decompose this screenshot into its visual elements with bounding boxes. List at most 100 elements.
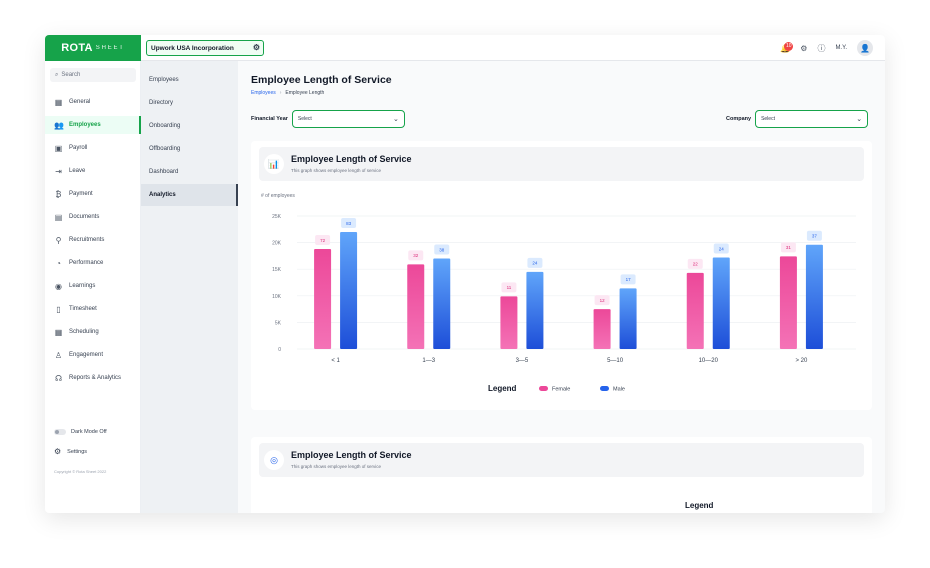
search-input[interactable]: ⌕ Search	[50, 68, 136, 82]
sidebar-item-label: Learnings	[69, 283, 96, 289]
sidebar-item-general[interactable]: ▦ General	[45, 93, 141, 111]
main-content: Employee Length of Service Employees › E…	[238, 61, 885, 513]
sidebar-item-label: Payment	[69, 191, 93, 197]
data-label: 31	[786, 245, 792, 250]
breadcrumb-link-employees[interactable]: Employees	[251, 90, 276, 96]
data-label: 11	[507, 285, 512, 290]
top-right-actions: 🔔 10 ⚙ ⓘ M.Y. 👤	[780, 40, 873, 56]
x-tick-label: > 20	[795, 358, 808, 364]
breadcrumb: Employees › Employee Length	[251, 90, 324, 96]
sidebar-item-employees[interactable]: 👥 Employees	[45, 116, 141, 134]
settings-label: Settings	[67, 448, 88, 455]
gear-icon: ⚙	[252, 43, 260, 52]
sidebar-item-payroll[interactable]: ▣ Payroll	[45, 139, 141, 157]
company-label: Company	[726, 116, 752, 122]
subnav-item-analytics[interactable]: Analytics	[141, 184, 238, 206]
sidebar-item-documents[interactable]: ▤ Documents	[45, 208, 141, 226]
sidebar-item-label: Payroll	[69, 145, 88, 151]
male-bar	[340, 231, 358, 349]
male-bar	[526, 271, 544, 349]
y-tick-label: 5K	[275, 320, 282, 326]
chart-card: 📊 Employee Length of Service This graph …	[251, 141, 872, 410]
gear-icon: ⚙	[54, 447, 62, 456]
legend-swatch-female	[539, 386, 548, 391]
page-title: Employee Length of Service	[251, 74, 392, 86]
sidebar-item-recruitments[interactable]: ⚲ Recruitments	[45, 231, 141, 249]
sidebar-item-label: Performance	[69, 260, 104, 266]
sidebar-item-label: Leave	[69, 168, 86, 174]
toggle-switch[interactable]	[54, 429, 66, 435]
reports-icon: ☊	[54, 373, 63, 383]
data-label-pill	[620, 274, 636, 285]
card-subtitle: This graph shows employee length of serv…	[291, 168, 382, 173]
sidebar-item-label: Documents	[69, 214, 100, 220]
avatar[interactable]: 👤	[857, 40, 873, 56]
settings-gear-icon[interactable]: ⚙	[800, 43, 808, 53]
x-tick-label: < 1	[331, 358, 340, 364]
financial-year-filter: Financial Year Select ⌄	[251, 109, 405, 129]
sidebar-item-label: Timesheet	[69, 306, 97, 312]
chart-card-2: ◎ Employee Length of Service This graph …	[251, 437, 872, 513]
data-label-pill	[501, 282, 517, 293]
chevron-down-icon: ⌄	[393, 116, 399, 123]
data-label-pill	[806, 230, 822, 241]
notification-button[interactable]: 🔔 10	[780, 41, 794, 53]
data-label-pill	[408, 250, 424, 261]
company-filter: Company Select ⌄	[726, 109, 869, 129]
company-select[interactable]: Select ⌄	[755, 110, 869, 128]
financial-year-select[interactable]: Select ⌄	[291, 110, 405, 128]
sidebar-item-label: Engagement	[69, 352, 104, 358]
subnav-item-dashboard[interactable]: Dashboard	[149, 169, 179, 175]
female-bar	[686, 272, 704, 349]
sidebar-item-payment[interactable]: ₿ Payment	[45, 185, 141, 203]
subnav-item-onboarding[interactable]: Onboarding	[149, 123, 181, 129]
data-label: 12	[600, 298, 606, 303]
sidebar-item-performance[interactable]: ◔ Performance	[45, 254, 141, 272]
sidebar-item-leave[interactable]: ⇥ Leave	[45, 162, 141, 180]
subnav-item-directory[interactable]: Directory	[149, 100, 174, 106]
data-label-pill	[594, 295, 610, 306]
company-selector-button[interactable]: Upwork USA Incorporation ⚙	[146, 40, 264, 56]
data-label: 38	[439, 247, 445, 252]
sidebar-item-learnings[interactable]: ◉ Learnings	[45, 277, 141, 295]
data-label: 37	[812, 234, 818, 239]
data-label: 72	[320, 238, 326, 243]
exit-icon: ⇥	[55, 166, 62, 176]
data-label: 83	[346, 221, 352, 226]
learning-icon: ◉	[55, 281, 62, 291]
performance-icon: ◔	[56, 258, 61, 268]
male-bar	[619, 288, 637, 349]
logo[interactable]: ROTA SHEET	[45, 35, 141, 61]
male-bar	[805, 244, 823, 349]
x-tick-label: 10—20	[699, 358, 719, 364]
x-tick-label: 5—10	[607, 358, 624, 364]
bar-chart-icon: 📊	[264, 154, 284, 174]
subnav-item-employees[interactable]: Employees	[149, 77, 179, 83]
dark-mode-toggle[interactable]: Dark Mode Off	[54, 429, 107, 435]
card-subtitle: This graph shows employee length of serv…	[291, 464, 382, 469]
search-icon: ⌕	[55, 71, 59, 78]
financial-year-label: Financial Year	[251, 116, 288, 122]
legend-label-female: Female	[552, 387, 570, 393]
chevron-down-icon: ⌄	[856, 116, 863, 123]
sidebar-item-label: Reports & Analytics	[69, 375, 122, 381]
data-label: 17	[626, 277, 632, 282]
sidebar-item-reports-analytics[interactable]: ☊ Reports & Analytics	[45, 369, 141, 387]
female-bar	[500, 296, 518, 349]
female-bar	[593, 309, 611, 349]
sidebar-item-timesheet[interactable]: ▯ Timesheet	[45, 300, 141, 318]
card-title: Employee Length of Service	[291, 450, 412, 460]
sidebar-item-engagement[interactable]: ♙ Engagement	[45, 346, 141, 364]
help-icon[interactable]: ⓘ	[817, 43, 826, 53]
sidebar-item-scheduling[interactable]: ▦ Scheduling	[45, 323, 141, 341]
sidebar-item-settings[interactable]: ⚙ Settings	[54, 447, 87, 456]
company-value: Select	[761, 116, 775, 122]
user-initials[interactable]: M.Y.	[835, 45, 847, 51]
data-label-pill	[780, 242, 796, 253]
subnav-item-offboarding[interactable]: Offboarding	[149, 146, 181, 152]
card-header: 📊 Employee Length of Service This graph …	[259, 147, 864, 181]
male-bar	[433, 258, 451, 349]
chevron-right-icon: ›	[279, 90, 282, 96]
